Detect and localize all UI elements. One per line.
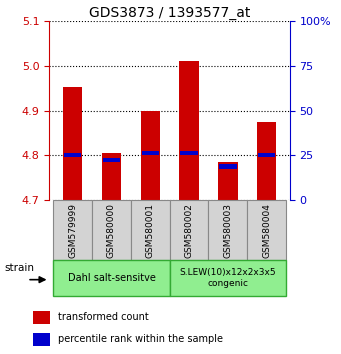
FancyBboxPatch shape <box>53 260 169 296</box>
Bar <box>33 311 50 324</box>
Bar <box>179 62 199 200</box>
Bar <box>102 153 121 200</box>
Bar <box>258 153 275 157</box>
Text: GSM579999: GSM579999 <box>68 202 77 258</box>
Bar <box>103 158 120 162</box>
Bar <box>33 333 50 346</box>
FancyBboxPatch shape <box>247 200 286 260</box>
FancyBboxPatch shape <box>169 200 208 260</box>
Text: GSM580003: GSM580003 <box>223 202 232 258</box>
Title: GDS3873 / 1393577_at: GDS3873 / 1393577_at <box>89 6 250 20</box>
Bar <box>218 162 237 200</box>
Text: percentile rank within the sample: percentile rank within the sample <box>58 335 223 344</box>
Text: GSM580000: GSM580000 <box>107 202 116 258</box>
Text: strain: strain <box>4 263 34 273</box>
FancyBboxPatch shape <box>169 260 286 296</box>
FancyBboxPatch shape <box>53 200 92 260</box>
Text: Dahl salt-sensitve: Dahl salt-sensitve <box>68 273 155 283</box>
Bar <box>180 151 198 155</box>
Text: GSM580001: GSM580001 <box>146 202 155 258</box>
Bar <box>63 87 83 200</box>
Bar <box>142 151 159 155</box>
FancyBboxPatch shape <box>208 200 247 260</box>
FancyBboxPatch shape <box>131 200 169 260</box>
Bar <box>257 122 276 200</box>
Text: transformed count: transformed count <box>58 312 149 322</box>
Bar <box>219 165 237 169</box>
Bar <box>140 110 160 200</box>
FancyBboxPatch shape <box>92 200 131 260</box>
Text: S.LEW(10)x12x2x3x5
congenic: S.LEW(10)x12x2x3x5 congenic <box>179 268 276 287</box>
Text: GSM580002: GSM580002 <box>184 202 194 258</box>
Text: GSM580004: GSM580004 <box>262 202 271 258</box>
Bar <box>64 153 81 157</box>
